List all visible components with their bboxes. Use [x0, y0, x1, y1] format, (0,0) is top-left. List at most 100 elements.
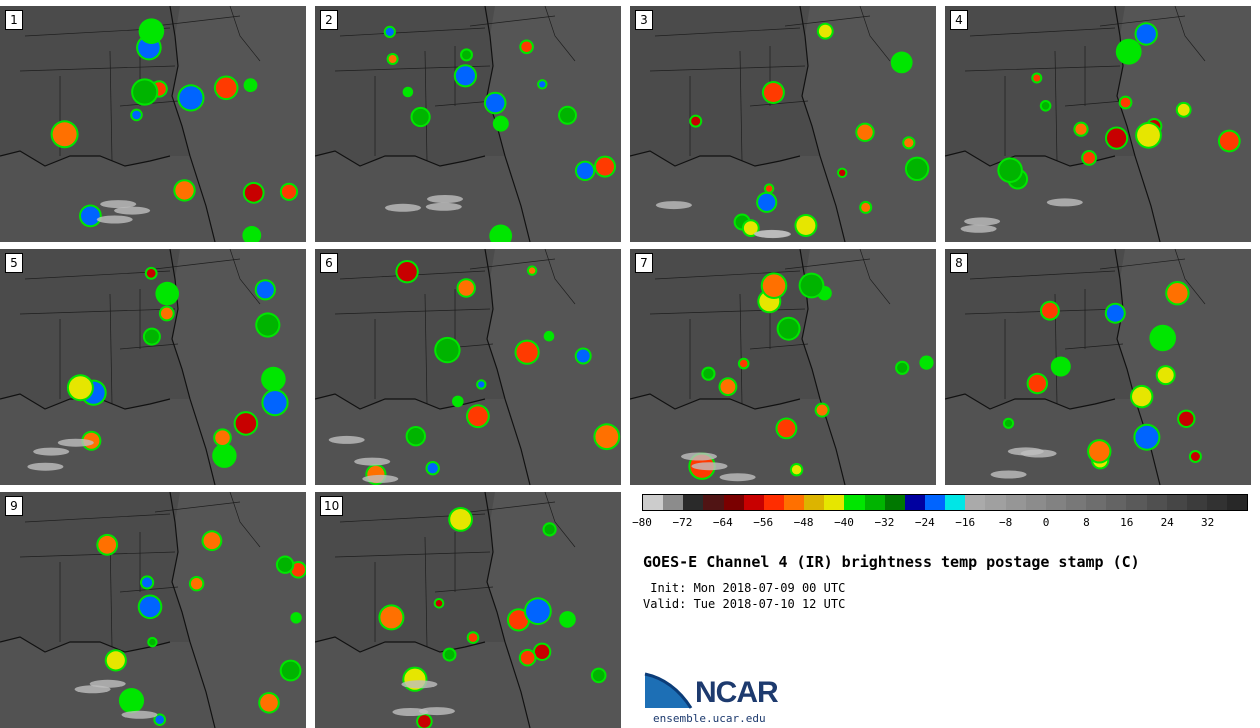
convective-cell-core: [257, 314, 279, 336]
panel-number: 7: [635, 253, 653, 273]
cirrus-cloud: [990, 470, 1027, 479]
ncar-logo-swoosh: [644, 672, 693, 709]
convective-cell-core: [1004, 419, 1013, 427]
ir-satellite-map: [0, 492, 306, 728]
convective-cell-core: [292, 614, 300, 622]
cirrus-cloud: [57, 438, 94, 447]
convective-cell-core: [385, 27, 394, 36]
convective-cell-core: [244, 228, 260, 242]
convective-cell-core: [1106, 304, 1124, 322]
colorbar-swatch: [1086, 495, 1107, 510]
convective-cell-core: [720, 379, 736, 395]
convective-cell-core: [921, 357, 932, 368]
convective-cell-core: [892, 53, 911, 72]
cirrus-cloud: [753, 229, 790, 238]
convective-cell-core: [146, 268, 156, 278]
colorbar-tick-label: −64: [712, 516, 733, 529]
colorbar-tick-label: −72: [672, 516, 693, 529]
convective-cell-core: [245, 80, 256, 91]
convective-cell-core: [1042, 302, 1058, 319]
convective-cell-core: [436, 338, 459, 362]
colorbar-swatch: [1065, 495, 1087, 510]
colorbar-tick-label: −24: [914, 516, 935, 529]
colorbar-swatch: [663, 495, 684, 510]
convective-cell-core: [244, 183, 263, 202]
convective-cell-core: [404, 88, 412, 96]
colorbar-swatch: [1126, 495, 1147, 510]
convective-cell-core: [132, 110, 141, 120]
colorbar-swatch: [1025, 495, 1046, 510]
ir-satellite-map: [630, 249, 936, 485]
convective-cell-core: [791, 465, 802, 475]
convective-cell-core: [596, 157, 614, 176]
convective-cell-core: [291, 563, 306, 577]
convective-cell-core: [816, 404, 828, 416]
convective-cell-core: [418, 715, 431, 728]
convective-cell-core: [140, 20, 163, 42]
convective-cell-core: [454, 397, 462, 406]
convective-cell-core: [897, 362, 908, 373]
convective-cell-core: [703, 368, 714, 379]
convective-cell-core: [861, 202, 871, 212]
colorbar-tick-label: 16: [1120, 516, 1134, 529]
colorbar-swatch: [1146, 495, 1167, 510]
ir-satellite-map: [0, 249, 306, 485]
convective-cell-core: [133, 80, 157, 104]
convective-cell-core: [528, 267, 536, 274]
cirrus-cloud: [719, 473, 756, 482]
convective-cell-core: [1135, 425, 1159, 449]
convective-cell-core: [468, 406, 488, 427]
colorbar-swatch: [783, 495, 805, 510]
convective-cell-core: [1083, 152, 1095, 164]
convective-cell-core: [281, 184, 297, 199]
panel-number: 8: [950, 253, 968, 273]
panel-number: 5: [5, 253, 23, 273]
convective-cell-core: [444, 649, 455, 660]
convective-cell-core: [1137, 123, 1160, 147]
convective-cell-core: [561, 613, 574, 626]
colorbar-tick-label: −48: [793, 516, 814, 529]
init-time: Init: Mon 2018-07-09 00 UTC: [643, 581, 846, 595]
convective-cell-core: [839, 169, 846, 176]
stamp-panel: 5: [0, 249, 306, 485]
cirrus-cloud: [100, 200, 137, 209]
colorbar-swatch: [1005, 495, 1026, 510]
colorbar-swatch: [884, 495, 905, 510]
convective-cell-core: [526, 599, 550, 624]
convective-cell-core: [1177, 103, 1190, 116]
convective-cell-core: [468, 633, 478, 642]
colorbar-swatch: [1166, 495, 1187, 510]
cirrus-cloud: [964, 217, 1001, 226]
convective-cell-core: [508, 610, 529, 630]
convective-cell-core: [545, 332, 553, 340]
stamp-panel: 2: [315, 6, 621, 242]
colorbar-tick-label: 24: [1160, 516, 1174, 529]
colorbar-swatch: [965, 495, 986, 510]
convective-cell-core: [592, 669, 605, 682]
convective-cell-core: [215, 77, 237, 99]
convective-cell-core: [450, 509, 471, 530]
colorbar-swatch: [824, 495, 845, 510]
convective-cell-core: [1167, 283, 1188, 304]
convective-cell-core: [120, 690, 143, 712]
convective-cell-core: [539, 81, 546, 88]
convective-cell-core: [796, 216, 816, 235]
colorbar-swatch: [763, 495, 784, 510]
convective-cell-core: [235, 413, 257, 434]
colorbar-tick-label: 32: [1200, 516, 1215, 529]
colorbar-swatch: [723, 495, 744, 510]
cirrus-cloud: [362, 474, 399, 483]
colorbar-swatch: [1206, 495, 1228, 510]
colorbar-swatch: [1186, 495, 1207, 510]
stamp-panel: 10: [315, 492, 621, 728]
ir-satellite-map: [315, 492, 621, 728]
cirrus-cloud: [401, 680, 438, 689]
ir-satellite-map: [945, 6, 1251, 242]
valid-time: Valid: Tue 2018-07-10 12 UTC: [643, 597, 846, 611]
cirrus-cloud: [1007, 447, 1044, 456]
convective-cell-core: [157, 283, 177, 304]
convective-cell-core: [478, 381, 485, 388]
convective-cell-core: [743, 221, 758, 236]
convective-cell-core: [458, 280, 474, 296]
convective-cell-core: [516, 341, 538, 363]
